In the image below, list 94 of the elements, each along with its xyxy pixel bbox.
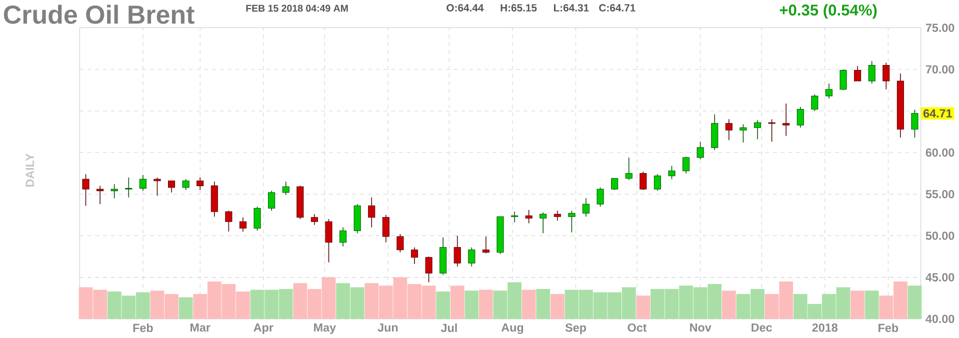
candlestick	[182, 178, 190, 190]
bar	[550, 294, 564, 319]
candlestick	[840, 68, 847, 90]
candlestick	[625, 156, 632, 180]
bar	[908, 285, 922, 319]
candlestick	[154, 176, 161, 196]
bar	[436, 291, 450, 319]
candlestick	[511, 211, 518, 223]
candlestick	[796, 106, 804, 128]
candlestick	[854, 65, 862, 82]
x-tick-label: Oct	[628, 323, 647, 332]
candlestick	[868, 60, 876, 84]
candlestick	[540, 212, 547, 234]
candlestick	[825, 82, 832, 99]
candlestick	[254, 206, 261, 231]
candlestick	[654, 174, 661, 192]
candlestick	[196, 176, 204, 190]
candlestick	[382, 214, 390, 243]
y-tick-label: 55.00	[926, 190, 954, 198]
candlestick	[811, 94, 818, 112]
candlestick	[596, 186, 604, 207]
x-tick-label: Jun	[378, 323, 398, 332]
bar	[722, 290, 736, 319]
bar	[450, 285, 464, 319]
candlestick	[482, 236, 490, 254]
candlestick	[582, 198, 590, 217]
x-tick-label: Sep	[565, 323, 586, 334]
candlestick	[310, 214, 318, 226]
chart-subtitle: FEB 15 2018 04:49 AM	[246, 4, 348, 12]
candlestick	[325, 218, 332, 263]
candlestick	[911, 109, 918, 138]
text: H:65.15	[500, 4, 537, 12]
x-tick-label: Mar	[190, 323, 210, 332]
candlestick	[139, 174, 146, 192]
candlestick	[725, 118, 732, 140]
candlestick	[568, 210, 576, 233]
text: L:64.31	[554, 4, 589, 12]
candlestick	[882, 62, 890, 90]
chart-title: Crude Oil Brent	[4, 4, 194, 24]
candlestick	[668, 165, 676, 180]
y-axis-title: DAILY	[26, 153, 34, 186]
candlestick	[125, 176, 132, 198]
candlestick	[225, 210, 232, 232]
y-tick-label: 50.00	[926, 231, 954, 240]
candlestick	[425, 256, 432, 282]
candlestick	[110, 184, 118, 198]
x-tick-label: Feb	[878, 323, 898, 332]
candlestick	[396, 233, 404, 253]
text: C:64.71	[599, 4, 636, 12]
x-tick-label: Feb	[133, 323, 153, 332]
bar	[522, 290, 536, 319]
bar	[479, 290, 493, 319]
bar	[464, 290, 479, 319]
candlestick	[682, 156, 690, 174]
candlestick	[454, 235, 461, 267]
candlestick	[640, 171, 647, 190]
y-tick-label: 75.00	[926, 23, 954, 32]
candlestick	[239, 216, 247, 232]
candlestick	[168, 180, 176, 193]
candlestick	[96, 185, 104, 204]
candlestick	[740, 124, 747, 143]
y-tick-label: 70.00	[926, 65, 954, 74]
candlestick	[768, 118, 776, 142]
candlestick	[410, 246, 418, 264]
x-tick-label: Nov	[690, 323, 712, 332]
annotation: 64.71	[923, 109, 952, 118]
y-tick-label: 60.00	[926, 148, 954, 157]
x-tick-label: Dec	[752, 323, 772, 332]
text: +0.35 (0.54%)	[780, 4, 877, 18]
candlestick	[82, 174, 90, 206]
x-tick-label: Jul	[440, 323, 457, 332]
candlestick	[525, 209, 532, 224]
y-tick-label: 40.00	[926, 314, 954, 323]
candlestick	[282, 181, 290, 196]
candlestick	[268, 190, 276, 211]
candlestick	[340, 226, 347, 247]
bar	[864, 290, 879, 319]
x-tick-label: Apr	[254, 323, 274, 334]
candlestick	[782, 102, 790, 136]
x-tick-label: 2018	[812, 323, 838, 332]
x-tick-label: Aug	[501, 323, 524, 334]
y-tick-label: 45.00	[926, 272, 954, 282]
text: O:64.44	[446, 4, 484, 12]
candlestick	[611, 178, 618, 190]
bar	[850, 290, 864, 319]
bar	[536, 288, 550, 319]
candlestick	[468, 246, 476, 267]
x-tick-label: May	[314, 323, 336, 334]
bar	[178, 297, 193, 319]
candlestick	[368, 196, 376, 228]
candlestick	[554, 210, 561, 221]
bar	[636, 295, 650, 319]
candlestick	[754, 120, 762, 140]
candlestick	[696, 141, 704, 160]
